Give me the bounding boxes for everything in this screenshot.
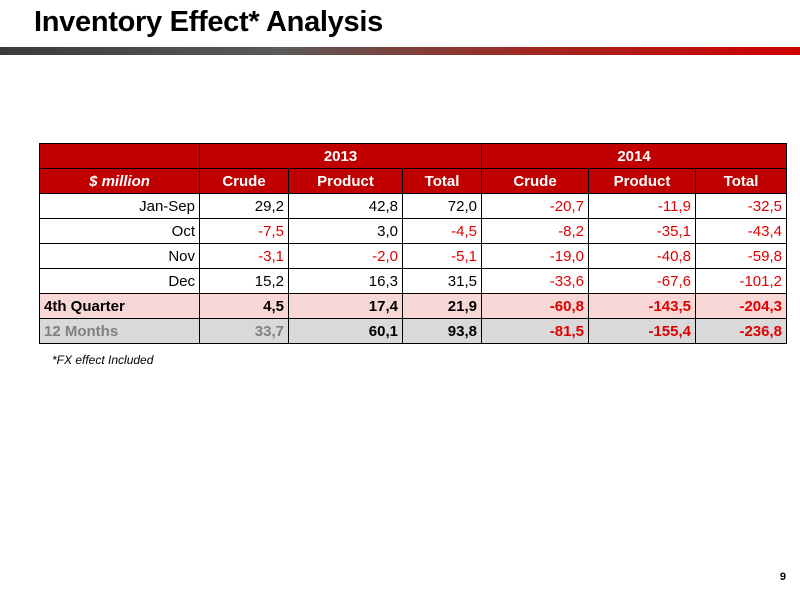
cell: -236,8 (695, 318, 787, 344)
row-label: Jan-Sep (39, 193, 200, 219)
cell: 60,1 (288, 318, 403, 344)
cell: -101,2 (695, 268, 787, 294)
q4-row: 4th Quarter 4,5 17,4 21,9 -60,8 -143,5 -… (39, 293, 787, 319)
table-row: Nov -3,1 -2,0 -5,1 -19,0 -40,8 -59,8 (39, 243, 787, 269)
col-header: Product (588, 168, 696, 194)
row-label: Dec (39, 268, 200, 294)
cell: -35,1 (588, 218, 696, 244)
cell: -40,8 (588, 243, 696, 269)
cell: 93,8 (402, 318, 482, 344)
col-header: Crude (199, 168, 289, 194)
cell: 17,4 (288, 293, 403, 319)
cell: -3,1 (199, 243, 289, 269)
footnote: *FX effect Included (52, 353, 154, 367)
cell: -20,7 (481, 193, 589, 219)
twelve-months-row: 12 Months 33,7 60,1 93,8 -81,5 -155,4 -2… (39, 318, 787, 344)
cell: 16,3 (288, 268, 403, 294)
cell: -143,5 (588, 293, 696, 319)
page-title: Inventory Effect* Analysis (34, 6, 383, 38)
cell: 42,8 (288, 193, 403, 219)
cell: -60,8 (481, 293, 589, 319)
cell: 15,2 (199, 268, 289, 294)
column-header-row: $ million Crude Product Total Crude Prod… (39, 168, 787, 194)
cell: -7,5 (199, 218, 289, 244)
cell: -32,5 (695, 193, 787, 219)
cell: -5,1 (402, 243, 482, 269)
cell: -33,6 (481, 268, 589, 294)
cell: -155,4 (588, 318, 696, 344)
table-row: Oct -7,5 3,0 -4,5 -8,2 -35,1 -43,4 (39, 218, 787, 244)
cell: -11,9 (588, 193, 696, 219)
table-row: Jan-Sep 29,2 42,8 72,0 -20,7 -11,9 -32,5 (39, 193, 787, 219)
cell: -8,2 (481, 218, 589, 244)
inventory-effect-table: 2013 2014 $ million Crude Product Total … (39, 143, 787, 344)
year-header-2014: 2014 (481, 143, 787, 169)
col-header: Total (695, 168, 787, 194)
cell: -67,6 (588, 268, 696, 294)
cell: -43,4 (695, 218, 787, 244)
row-label: Nov (39, 243, 200, 269)
col-header: Total (402, 168, 482, 194)
row-label: Oct (39, 218, 200, 244)
table-row: Dec 15,2 16,3 31,5 -33,6 -67,6 -101,2 (39, 268, 787, 294)
cell: -59,8 (695, 243, 787, 269)
row-label: 12 Months (39, 318, 200, 344)
cell: -204,3 (695, 293, 787, 319)
page-number: 9 (779, 571, 786, 583)
row-label: 4th Quarter (39, 293, 200, 319)
cell: 21,9 (402, 293, 482, 319)
cell: -2,0 (288, 243, 403, 269)
cell: -4,5 (402, 218, 482, 244)
col-header: Crude (481, 168, 589, 194)
cell: 72,0 (402, 193, 482, 219)
corner-cell (39, 143, 200, 169)
cell: -19,0 (481, 243, 589, 269)
cell: 31,5 (402, 268, 482, 294)
col-header: Product (288, 168, 403, 194)
cell: 29,2 (199, 193, 289, 219)
cell: 3,0 (288, 218, 403, 244)
cell: -81,5 (481, 318, 589, 344)
title-divider (0, 47, 800, 55)
cell: 4,5 (199, 293, 289, 319)
year-header-2013: 2013 (199, 143, 482, 169)
cell: 33,7 (199, 318, 289, 344)
unit-label: $ million (39, 168, 200, 194)
year-header-row: 2013 2014 (39, 143, 787, 169)
